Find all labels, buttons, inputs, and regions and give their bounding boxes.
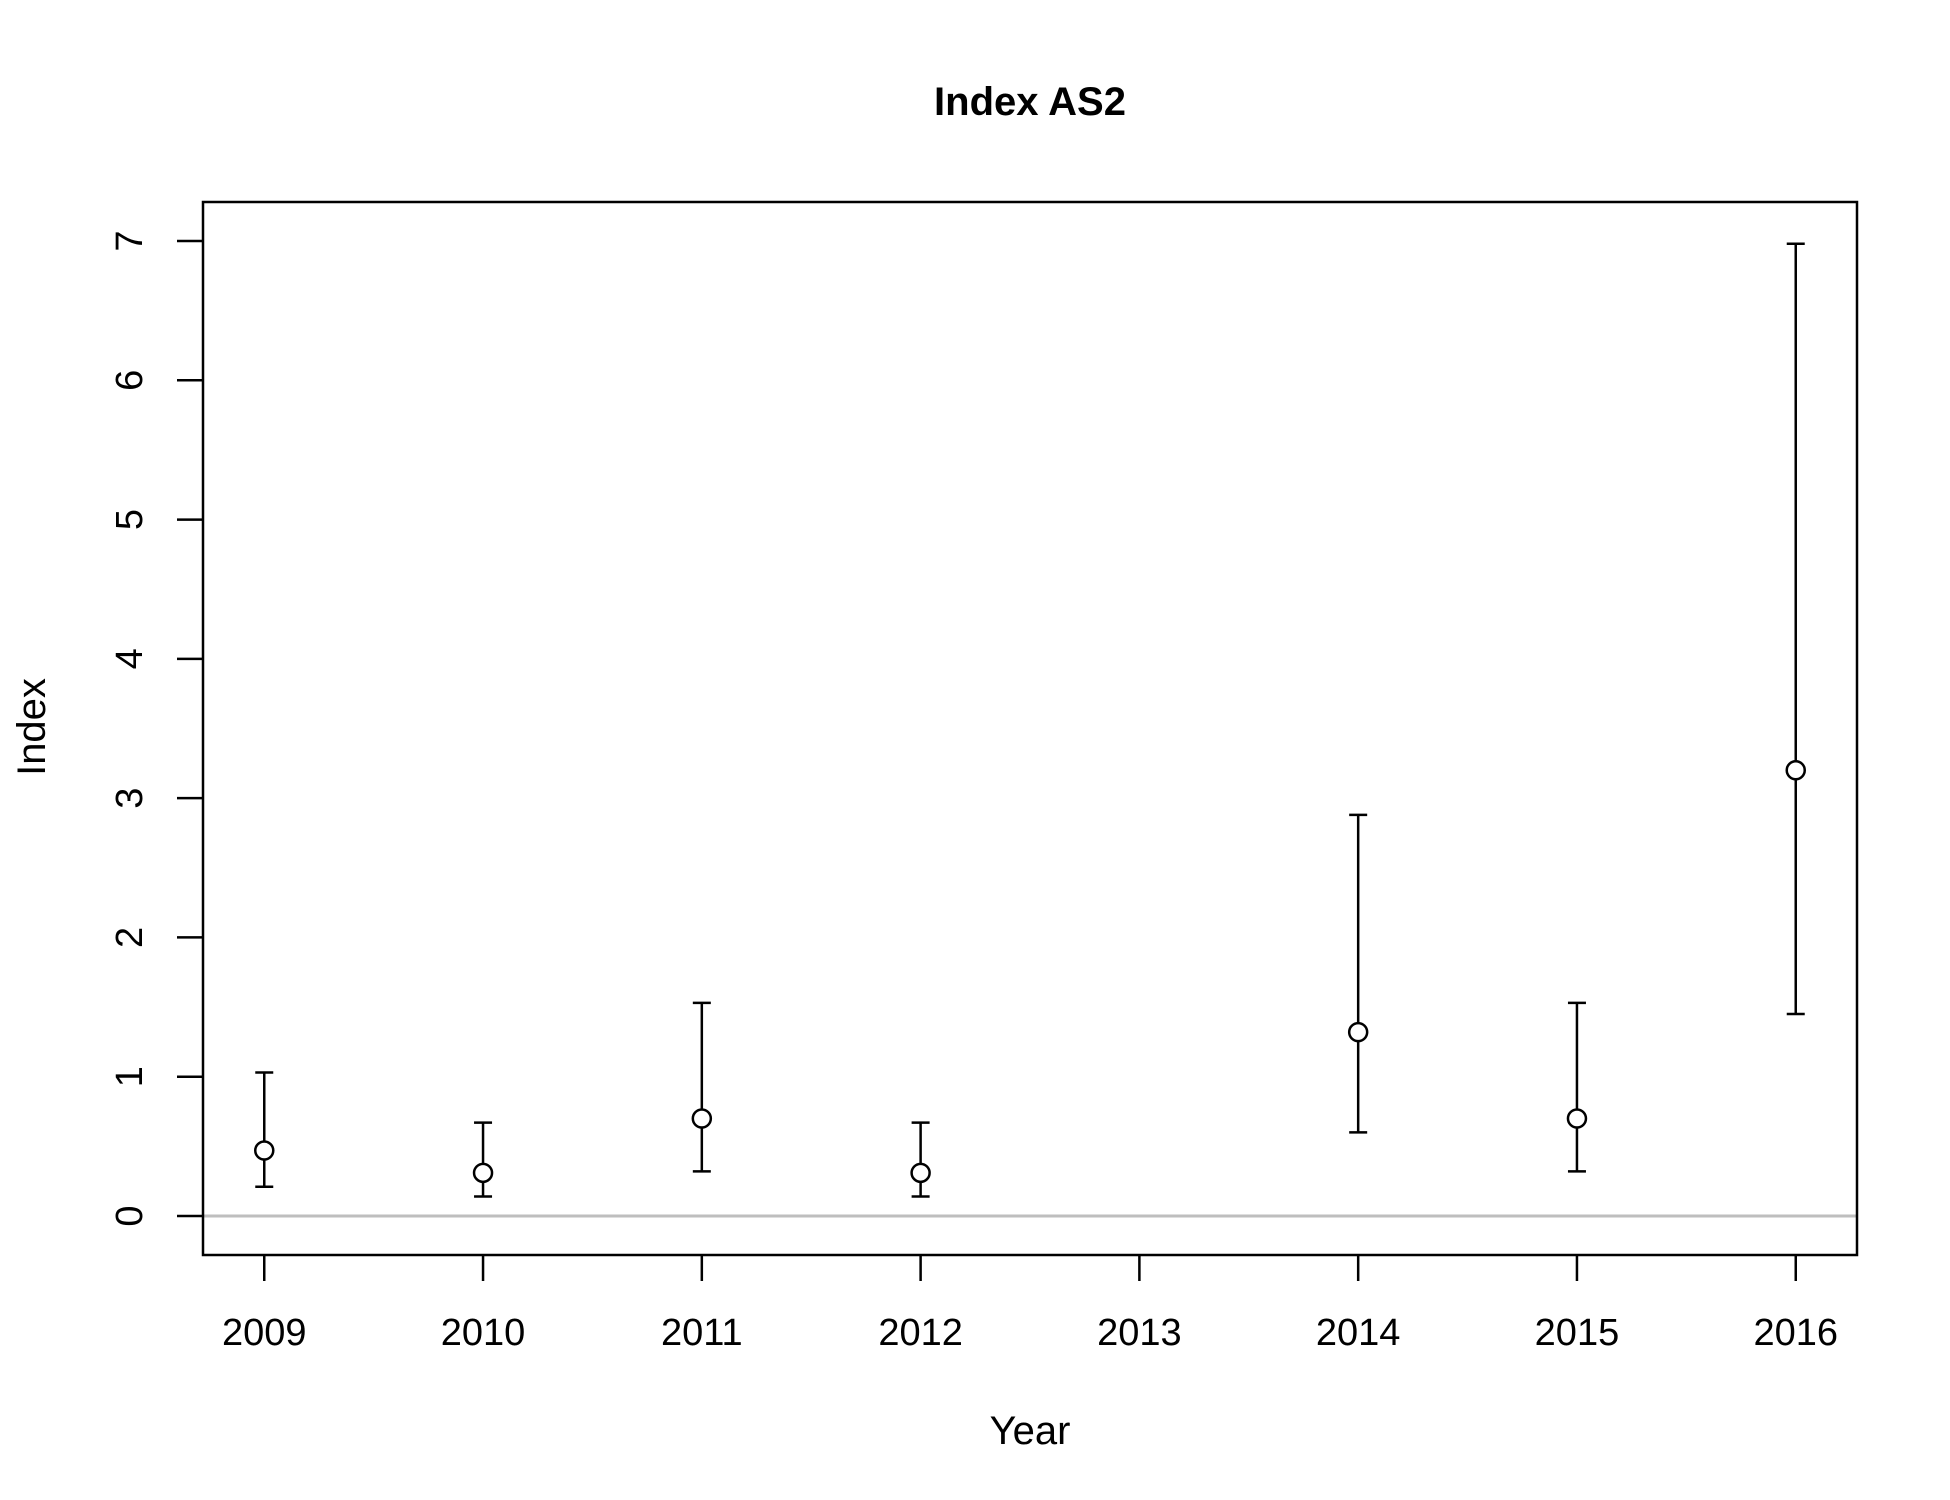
x-tick-label: 2012 (878, 1312, 963, 1354)
y-tick-label: 7 (109, 230, 151, 251)
data-point (910, 1162, 931, 1184)
data-point (1347, 1021, 1369, 1043)
x-tick-label: 2010 (441, 1312, 526, 1354)
data-point (1785, 760, 1806, 781)
y-tick-label: 4 (109, 648, 151, 669)
x-tick-label: 2016 (1753, 1312, 1838, 1354)
x-tick-label: 2014 (1316, 1312, 1401, 1354)
y-axis-label: Index (10, 678, 54, 776)
y-tick-label: 6 (109, 370, 151, 391)
y-tick-label: 3 (109, 788, 151, 809)
plot-area: 2009 2010 2011 2012 2013 2014 2015 2016 0 1 2 3 4 5 6 7 (109, 200, 1859, 1354)
plot-frame (201, 200, 1859, 1257)
x-tick-label: 2009 (222, 1312, 307, 1354)
x-axis-label: Year (990, 1409, 1071, 1453)
y-tick-label: 0 (109, 1205, 151, 1226)
y-tick-label: 2 (109, 927, 151, 948)
x-tick-label: 2011 (661, 1312, 743, 1354)
data-point (1566, 1108, 1588, 1129)
chart-title: Index AS2 (934, 80, 1126, 124)
y-tick-label: 1 (109, 1066, 151, 1087)
data-point (254, 1140, 275, 1161)
x-tick-label: 2015 (1535, 1312, 1620, 1354)
x-tick-label: 2013 (1097, 1312, 1182, 1354)
data-point (691, 1108, 713, 1129)
data-point (472, 1162, 494, 1184)
y-tick-label: 5 (109, 509, 151, 530)
